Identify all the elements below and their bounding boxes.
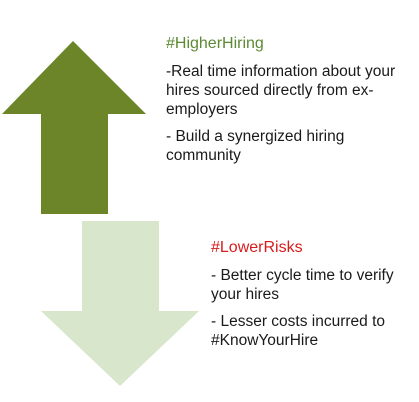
higher-hiring-block: #HigherHiring -Real time information abo… xyxy=(166,34,416,173)
lower-risks-heading: #LowerRisks xyxy=(211,239,303,256)
higher-bullet-2: - Build a synergized hiring community xyxy=(166,128,345,164)
lower-bullet-1: - Better cycle time to verify your hires xyxy=(211,267,394,303)
lower-risks-block: #LowerRisks - Better cycle time to verif… xyxy=(211,238,416,358)
higher-hiring-heading: #HigherHiring xyxy=(166,35,264,52)
lower-bullet-2: - Lesser costs incurred to #KnowYourHire xyxy=(211,313,386,349)
up-arrow xyxy=(2,41,146,214)
higher-bullet-1: -Real time information about your hires … xyxy=(166,63,396,118)
lower-risks-bullets: - Better cycle time to verify your hires… xyxy=(211,266,416,350)
higher-hiring-bullets: -Real time information about your hires … xyxy=(166,62,416,165)
down-arrow xyxy=(41,221,199,386)
